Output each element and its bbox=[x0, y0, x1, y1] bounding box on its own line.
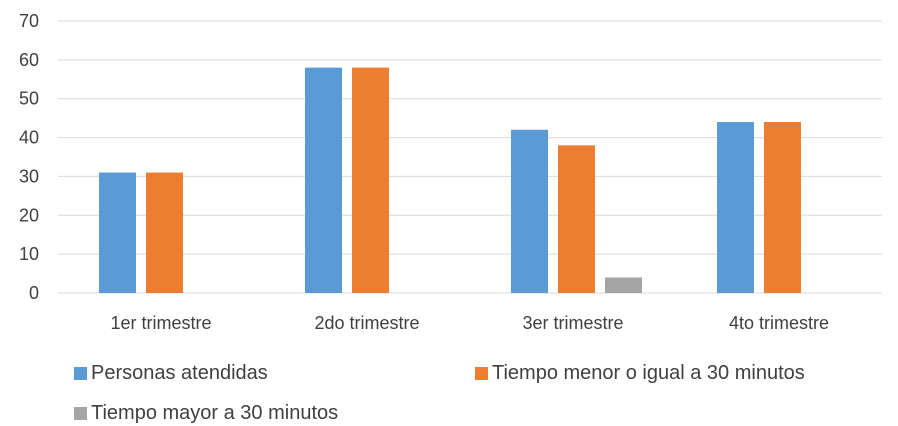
bar bbox=[605, 277, 642, 293]
x-axis-ticks: 1er trimestre 2do trimestre 3er trimestre 4… bbox=[110, 313, 829, 333]
bar bbox=[352, 67, 389, 293]
legend-label-personas: Personas atendidas bbox=[91, 362, 268, 384]
bar bbox=[146, 172, 183, 293]
y-tick-label: 60 bbox=[19, 50, 39, 70]
bar bbox=[305, 67, 342, 293]
y-tick-label: 10 bbox=[19, 244, 39, 264]
bar bbox=[558, 145, 595, 293]
legend-swatch-tiempo-menor bbox=[475, 367, 488, 380]
legend-item-tiempo-mayor: Tiempo mayor a 30 minutos bbox=[74, 402, 338, 425]
legend-item-tiempo-menor: Tiempo menor o igual a 30 minutos bbox=[475, 362, 805, 385]
y-tick-label: 70 bbox=[19, 11, 39, 31]
y-tick-label: 0 bbox=[29, 283, 39, 303]
y-tick-label: 40 bbox=[19, 128, 39, 148]
bar bbox=[511, 129, 548, 293]
legend-label-tiempo-mayor: Tiempo mayor a 30 minutos bbox=[91, 402, 339, 424]
legend-swatch-tiempo-mayor bbox=[74, 407, 87, 420]
y-tick-label: 20 bbox=[19, 205, 39, 225]
x-tick-label: 3er trimestre bbox=[522, 313, 623, 333]
legend-item-personas: Personas atendidas bbox=[74, 362, 268, 385]
bar bbox=[764, 122, 801, 294]
y-axis-ticks: 0 10 20 30 40 50 60 70 bbox=[19, 11, 39, 303]
bar bbox=[717, 122, 754, 294]
legend-label-tiempo-menor: Tiempo menor o igual a 30 minutos bbox=[492, 362, 805, 384]
gridlines bbox=[58, 20, 882, 294]
bars bbox=[99, 67, 801, 294]
y-tick-label: 30 bbox=[19, 166, 39, 186]
x-tick-label: 1er trimestre bbox=[110, 313, 211, 333]
bar bbox=[99, 172, 136, 293]
y-tick-label: 50 bbox=[19, 89, 39, 109]
x-tick-label: 2do trimestre bbox=[314, 313, 419, 333]
legend-swatch-personas bbox=[74, 367, 87, 380]
x-tick-label: 4to trimestre bbox=[729, 313, 829, 333]
